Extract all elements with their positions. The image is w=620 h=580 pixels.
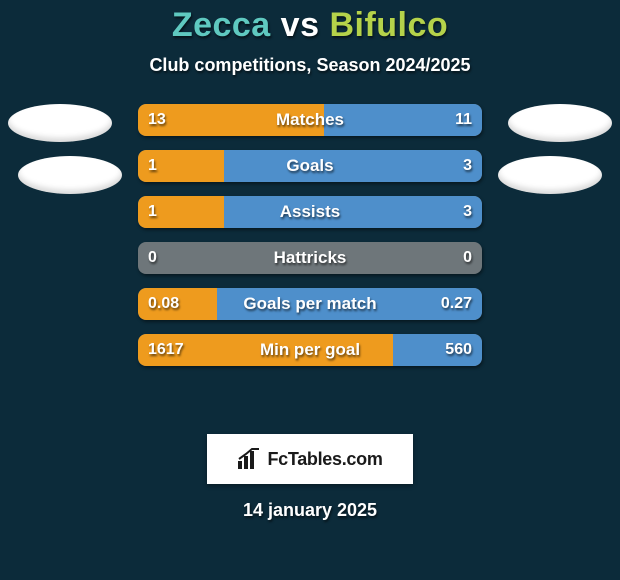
stat-row: 1311Matches: [138, 104, 482, 136]
stat-rows: 1311Matches 13Goals 13Assists 0 0Hattricks 0.…: [138, 104, 482, 366]
stat-row: 13Goals: [138, 150, 482, 182]
player-left-name: Zecca: [172, 6, 271, 44]
player-right-badge-1: [508, 104, 612, 142]
stat-row: 0.080.27Goals per match: [138, 288, 482, 320]
brand-badge: FcTables.com: [207, 434, 413, 484]
player-left-badge-1: [8, 104, 112, 142]
player-left-badge-2: [18, 156, 122, 194]
stat-label: Hattricks: [138, 242, 482, 274]
bars-icon: [237, 448, 261, 470]
stat-row: 0 0Hattricks: [138, 242, 482, 274]
stats-area: 1311Matches 13Goals 13Assists 0 0Hattricks 0.…: [0, 104, 620, 404]
card-title: Zecca vs Bifulco: [0, 6, 620, 45]
brand-text: FcTables.com: [267, 449, 382, 470]
vs-separator: vs: [281, 6, 320, 44]
player-right-badge-2: [498, 156, 602, 194]
player-right-name: Bifulco: [329, 6, 448, 44]
stat-value-right: 0: [453, 242, 482, 274]
stat-bar-right: [393, 334, 482, 366]
stat-value-left: 0: [138, 242, 167, 274]
stat-row: 1617560Min per goal: [138, 334, 482, 366]
stat-bar-left: [138, 288, 217, 320]
stat-bar-right: [224, 196, 482, 228]
stat-bar-left: [138, 104, 324, 136]
stat-bar-left: [138, 334, 393, 366]
stat-bar-left: [138, 196, 224, 228]
stat-bar-left: [138, 150, 224, 182]
stat-row: 13Assists: [138, 196, 482, 228]
stat-bar-right: [224, 150, 482, 182]
comparison-card: Zecca vs Bifulco Club competitions, Seas…: [0, 0, 620, 580]
stat-bar-right: [324, 104, 482, 136]
card-date: 14 january 2025: [0, 500, 620, 521]
card-subtitle: Club competitions, Season 2024/2025: [0, 55, 620, 76]
stat-bar-right: [217, 288, 482, 320]
